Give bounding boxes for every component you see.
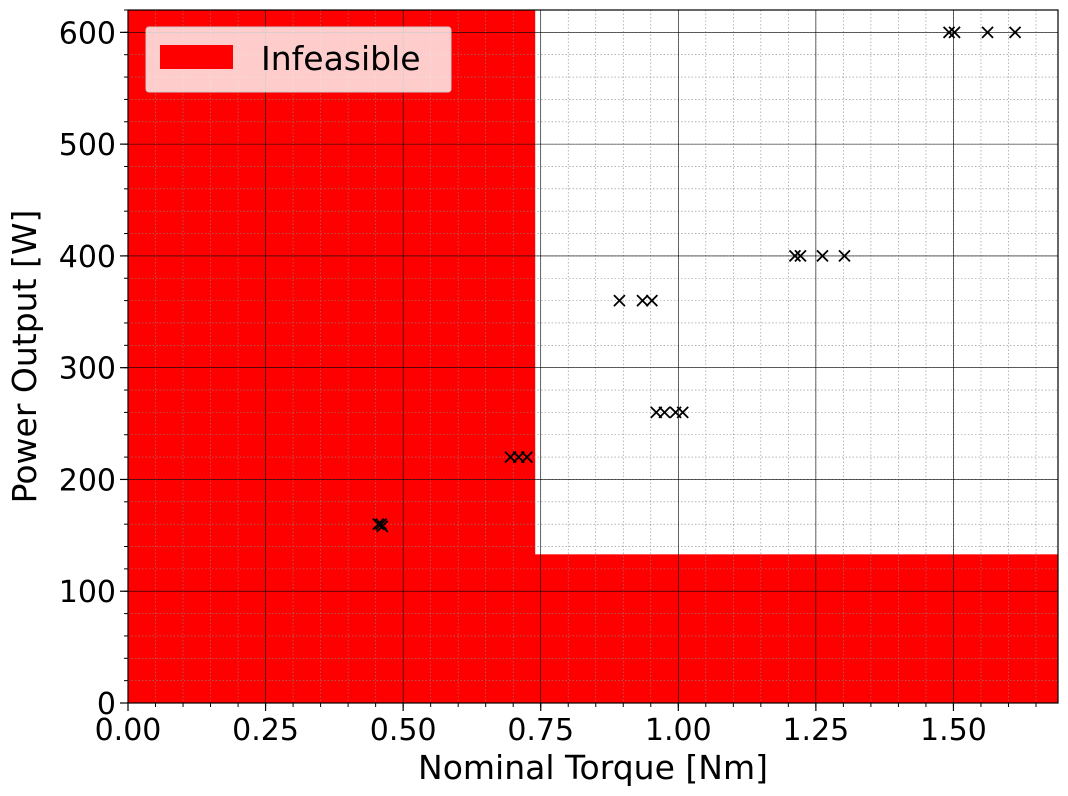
y-tick-label: 0 xyxy=(97,687,116,722)
x-tick-label: 0.75 xyxy=(507,713,574,748)
marker-stroke xyxy=(816,249,829,263)
legend: Infeasible xyxy=(145,26,452,93)
data-point xyxy=(794,249,807,263)
legend-label-infeasible: Infeasible xyxy=(261,39,421,78)
marker-stroke xyxy=(942,26,956,39)
plot-frame xyxy=(127,9,1059,704)
x-tick-label: 0.25 xyxy=(232,713,299,748)
data-point xyxy=(981,26,994,39)
infeasible-region-low-power xyxy=(128,554,1058,703)
data-point xyxy=(645,294,659,307)
data-point xyxy=(1008,26,1022,39)
data-point xyxy=(636,294,649,307)
marker-stroke xyxy=(645,294,659,307)
y-tick-label: 100 xyxy=(59,575,116,610)
marker-stroke xyxy=(636,294,649,307)
data-point xyxy=(942,26,956,39)
x-axis-title: Nominal Torque [Nm] xyxy=(418,748,768,787)
data-point xyxy=(613,294,626,307)
y-axis-title: Power Output [W] xyxy=(5,210,44,504)
x-tick-label: 1.25 xyxy=(782,713,849,748)
x-tick-label: 0.00 xyxy=(95,713,162,748)
x-tick-label: 0.50 xyxy=(370,713,437,748)
data-point xyxy=(520,450,534,464)
marker-stroke xyxy=(948,26,961,39)
marker-stroke xyxy=(520,450,534,464)
marker-stroke xyxy=(613,294,626,307)
marker-stroke xyxy=(838,249,851,263)
legend-box xyxy=(145,26,452,93)
y-tick-label: 600 xyxy=(59,16,116,51)
x-tick-labels: 0.00 0.25 0.50 0.75 1.00 1.25 1.50 xyxy=(95,713,987,748)
major-grid xyxy=(127,10,1058,704)
x-tick-label: 1.00 xyxy=(645,713,712,748)
infeasible-region xyxy=(128,10,1058,703)
legend-swatch-infeasible xyxy=(160,45,233,69)
marker-stroke xyxy=(376,520,389,533)
marker-stroke xyxy=(676,406,689,419)
x-tick-label: 1.50 xyxy=(920,713,987,748)
data-point xyxy=(816,249,829,263)
data-point xyxy=(838,249,851,263)
marker-stroke xyxy=(788,249,802,263)
data-point xyxy=(948,26,961,39)
y-tick-label: 500 xyxy=(59,128,116,163)
data-point xyxy=(658,406,671,419)
data-point xyxy=(788,249,802,263)
axis-ticks xyxy=(120,9,1037,711)
marker-stroke xyxy=(981,26,994,39)
y-tick-label: 400 xyxy=(59,240,116,275)
marker-stroke xyxy=(372,518,385,531)
y-tick-label: 300 xyxy=(59,352,116,387)
y-tick-labels: 0 100 200 300 400 500 600 xyxy=(59,16,116,722)
data-point xyxy=(376,520,389,533)
marker-stroke xyxy=(658,406,671,419)
data-points xyxy=(372,26,1022,533)
marker-stroke xyxy=(1008,26,1022,39)
marker-stroke xyxy=(794,249,807,263)
data-point xyxy=(676,406,689,419)
y-tick-label: 200 xyxy=(59,463,116,498)
